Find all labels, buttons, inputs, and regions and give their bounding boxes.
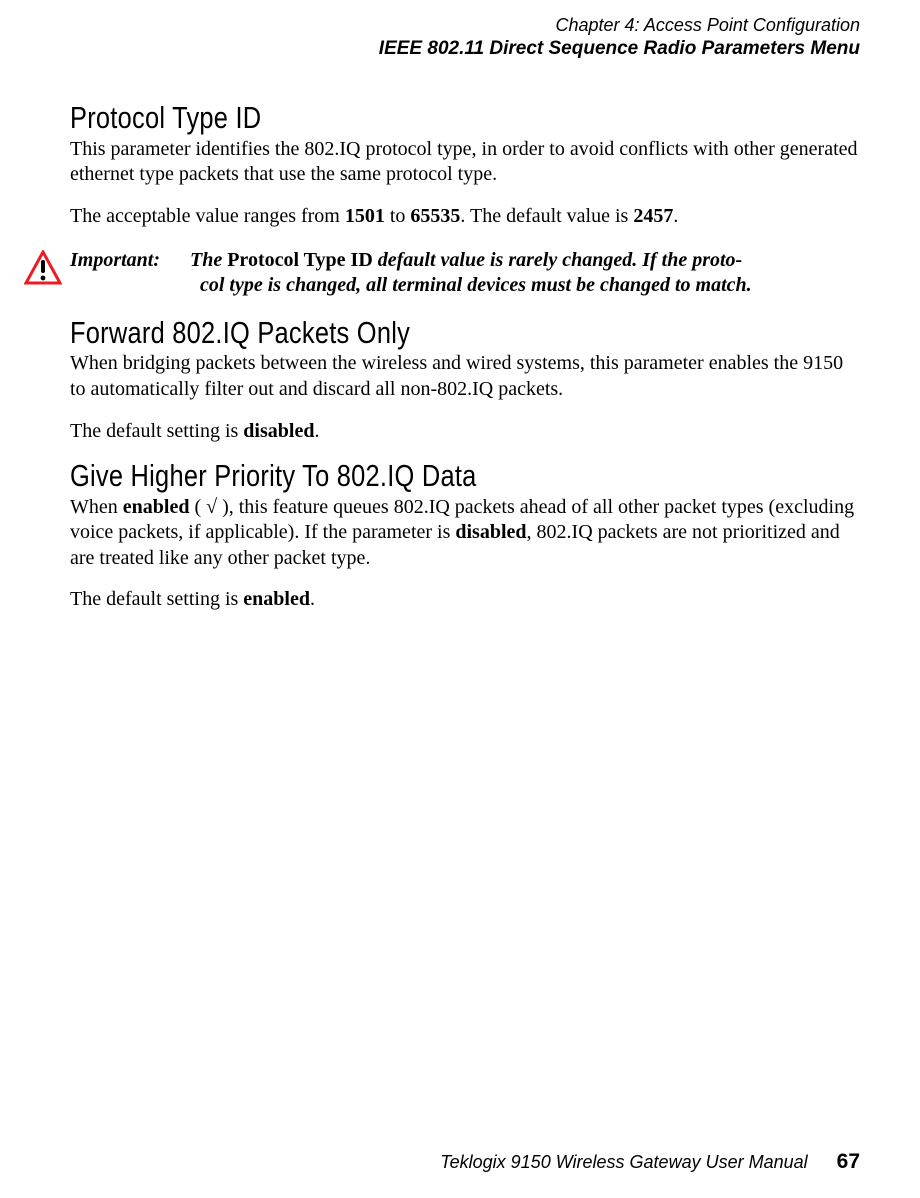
term-protocol-type-id: Protocol Type ID [227, 249, 373, 271]
running-header: Chapter 4: Access Point Configuration IE… [70, 14, 860, 60]
text-span: col type is changed, all terminal device… [70, 273, 752, 299]
text-span: . [673, 205, 678, 227]
footer-page-number: 67 [837, 1150, 860, 1173]
header-section: IEEE 802.11 Direct Sequence Radio Parame… [70, 37, 860, 61]
page-footer: Teklogix 9150 Wireless Gateway User Manu… [440, 1150, 860, 1174]
header-chapter: Chapter 4: Access Point Configuration [70, 14, 860, 37]
value-max: 65535 [410, 205, 460, 227]
important-label: Important: [70, 248, 185, 274]
text-span: . The default value is [460, 205, 633, 227]
value-default: 2457 [633, 205, 673, 227]
text-span: The [190, 249, 227, 271]
page-content: Chapter 4: Access Point Configuration IE… [0, 0, 920, 1198]
paragraph: The default setting is disabled. [70, 419, 860, 445]
heading-forward-packets: Forward 802.IQ Packets Only [70, 317, 718, 350]
paragraph: When bridging packets between the wirele… [70, 351, 860, 402]
heading-higher-priority: Give Higher Priority To 802.IQ Data [70, 460, 718, 493]
text-span: The acceptable value ranges from [70, 205, 345, 227]
value-enabled: enabled [123, 496, 190, 518]
footer-manual-title: Teklogix 9150 Wireless Gateway User Manu… [440, 1152, 807, 1172]
heading-protocol-type-id: Protocol Type ID [70, 102, 718, 135]
value-disabled: disabled [455, 521, 526, 543]
value-disabled: disabled [243, 420, 314, 442]
text-span: The default setting is [70, 420, 243, 442]
important-note: Important: The Protocol Type ID default … [24, 248, 860, 299]
important-text: Important: The Protocol Type ID default … [70, 248, 752, 299]
text-span: default value is rarely changed. If the … [373, 249, 742, 271]
warning-icon [24, 248, 70, 291]
paragraph: When enabled ( √ ), this feature queues … [70, 495, 860, 572]
text-span: to [385, 205, 411, 227]
paragraph: This parameter identifies the 802.IQ pro… [70, 137, 860, 188]
text-span: The default setting is [70, 588, 243, 610]
value-enabled: enabled [243, 588, 310, 610]
value-min: 1501 [345, 205, 385, 227]
text-span: . [310, 588, 315, 610]
text-span: When [70, 496, 123, 518]
paragraph: The default setting is enabled. [70, 587, 860, 613]
text-span: . [314, 420, 319, 442]
paragraph: The acceptable value ranges from 1501 to… [70, 204, 860, 230]
